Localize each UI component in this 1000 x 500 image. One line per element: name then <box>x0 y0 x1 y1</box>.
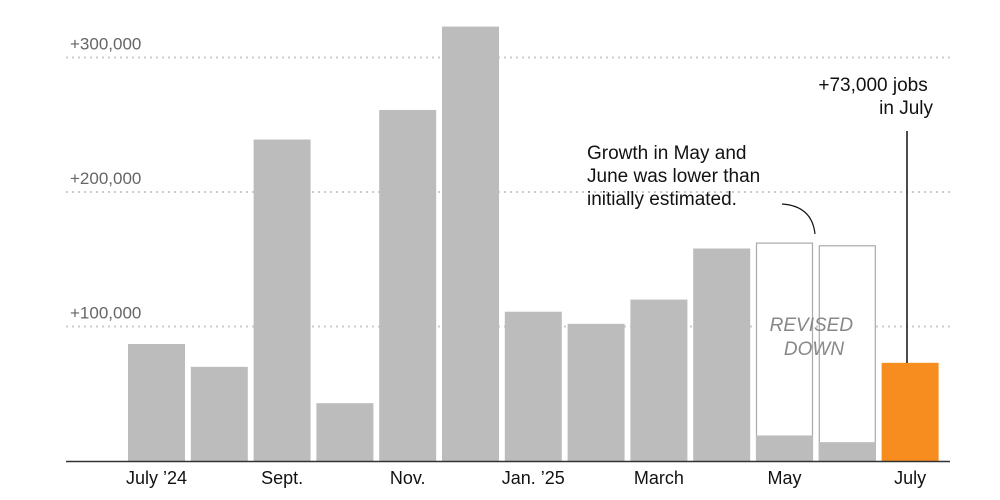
growth-note-line-1: Growth in May and <box>587 143 746 164</box>
bar <box>253 139 311 462</box>
growth-note-line-2: June was lower than <box>587 166 760 187</box>
bar <box>818 442 876 461</box>
y-tick-label: +100,000 <box>70 304 141 323</box>
x-tick-label: July ’24 <box>126 468 187 488</box>
revised-label-line-1: REVISED <box>770 315 854 336</box>
bars <box>128 26 939 462</box>
y-axis-tick-labels: +100,000 +200,000 +300,000 <box>70 35 141 323</box>
bar-initial-estimate <box>818 245 876 462</box>
bar <box>190 366 248 461</box>
x-tick-label: March <box>634 468 684 488</box>
bar <box>442 26 499 461</box>
growth-note-line-3: initially estimated. <box>587 189 737 210</box>
bar <box>693 248 751 461</box>
bar-highlight <box>881 362 939 461</box>
july-note-line-1: +73,000 jobs <box>818 75 927 96</box>
y-tick-label: +300,000 <box>70 35 141 54</box>
svg-text:Growth in May and June w: Growth in May and June was lower than in… <box>587 143 766 210</box>
gridlines <box>66 56 950 328</box>
growth-note-leader <box>781 203 816 235</box>
bar <box>567 323 625 461</box>
bar <box>756 435 813 461</box>
bar-initial-estimate <box>755 242 814 462</box>
annotations: REVISED DOWN Growth in May and June was … <box>587 75 933 363</box>
x-tick-label: May <box>767 468 801 488</box>
x-axis-tick-labels: July ’24 Sept. Nov. Jan. ’25 March May July <box>126 468 926 488</box>
x-tick-label: July <box>894 468 926 488</box>
svg-text:+73,000 jobs in July: +73,000 jobs in July <box>818 75 933 119</box>
y-tick-label: +200,000 <box>70 169 141 188</box>
bar <box>379 109 437 461</box>
bar <box>630 299 688 461</box>
bar <box>128 343 185 461</box>
x-tick-label: Jan. ’25 <box>502 468 565 488</box>
july-note-line-2: in July <box>879 98 933 119</box>
x-tick-label: Nov. <box>390 468 426 488</box>
bar <box>316 403 374 461</box>
svg-text:REVISED DOWN: REVISED DOWN <box>770 315 859 360</box>
x-tick-label: Sept. <box>261 468 303 488</box>
revised-label-line-2: DOWN <box>784 339 844 360</box>
bar <box>504 311 562 461</box>
